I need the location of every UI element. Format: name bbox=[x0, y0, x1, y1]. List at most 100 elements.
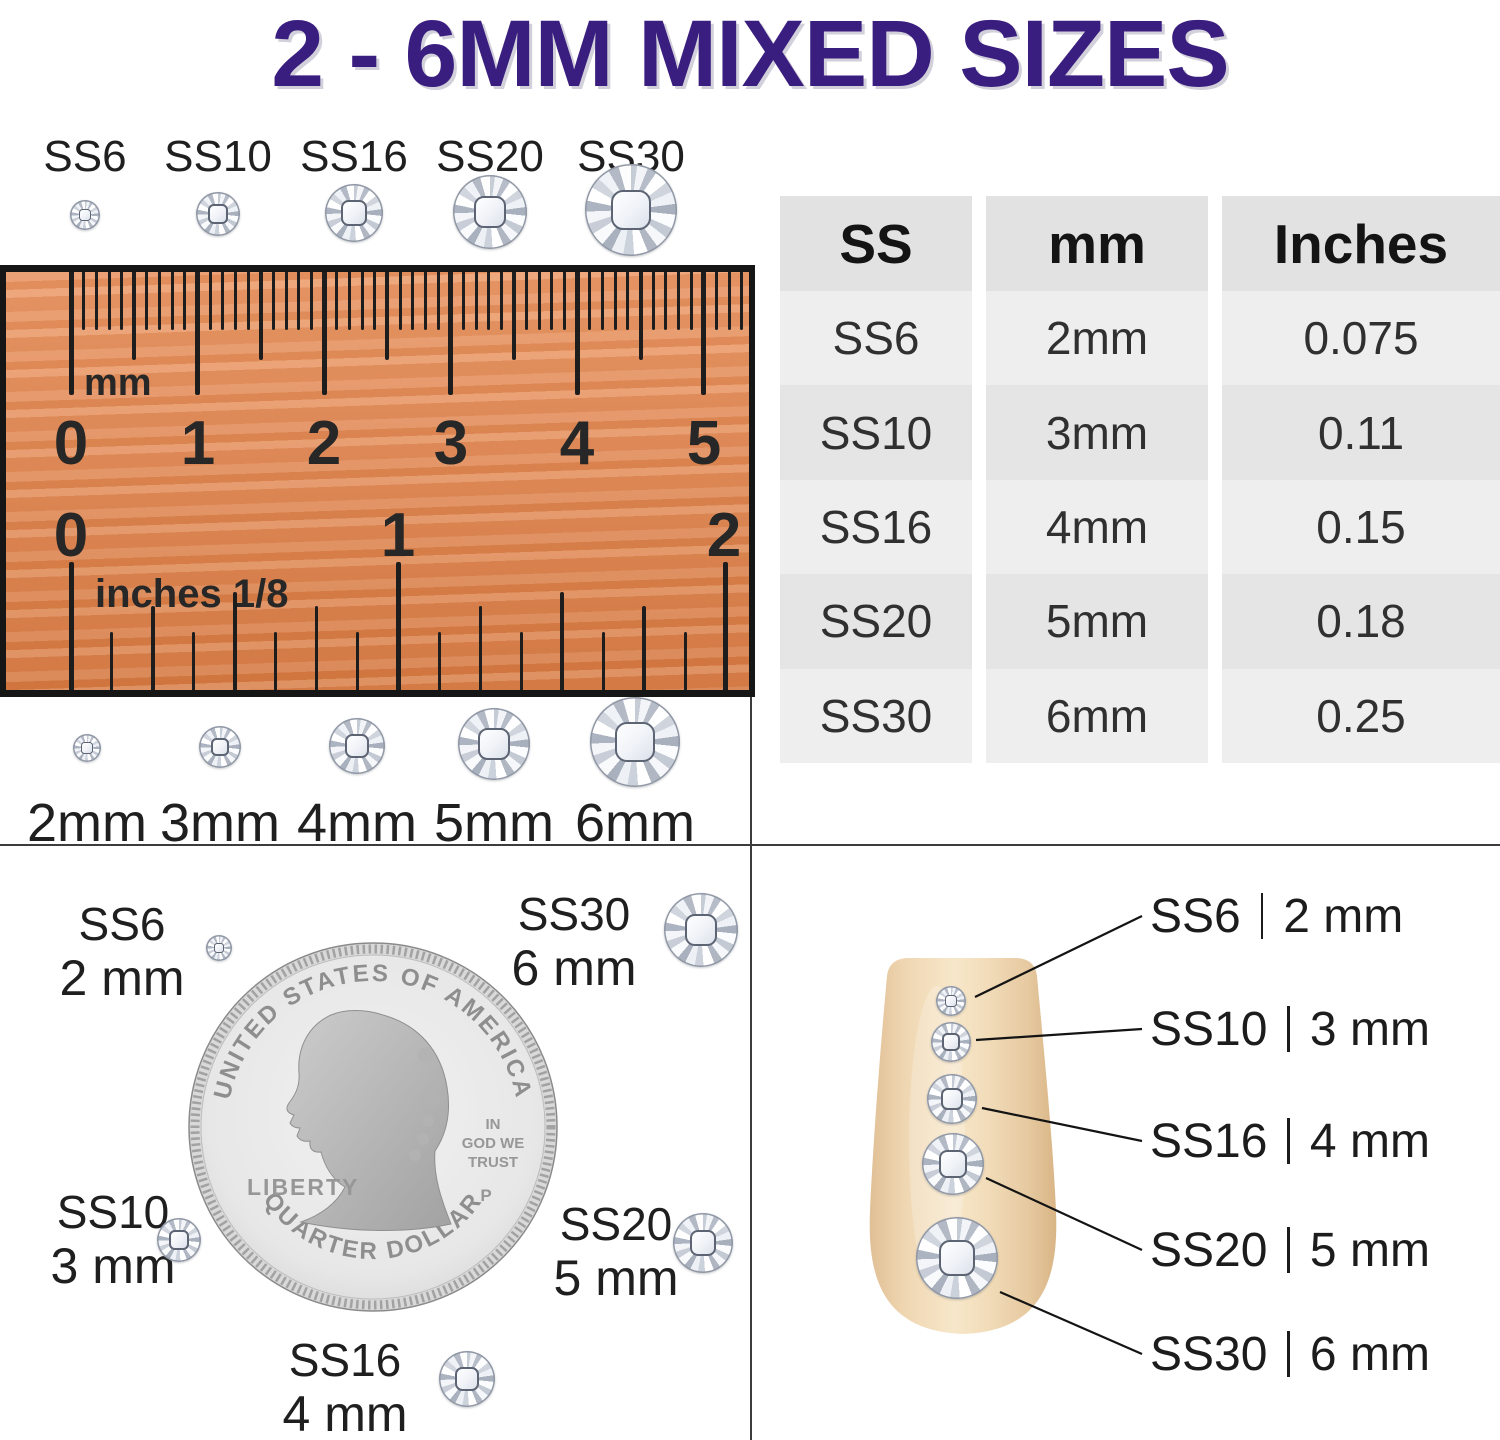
size-label-ss10: SS10 bbox=[164, 132, 272, 181]
callout-size: 4 mm bbox=[1309, 1114, 1430, 1168]
ruler-mm-tick bbox=[158, 272, 162, 330]
ruler-inch-tick bbox=[519, 632, 523, 690]
ruler-inch-number: 0 bbox=[53, 501, 89, 570]
ruler-mm-tick bbox=[689, 272, 693, 330]
rhinestone-icon bbox=[458, 708, 530, 780]
pipe-divider bbox=[1287, 1227, 1290, 1273]
ruler-cm-number: 2 bbox=[306, 409, 342, 478]
mm-label-3: 3mm bbox=[160, 793, 280, 853]
callout-size: 6 mm bbox=[1309, 1327, 1430, 1381]
rhinestone-icon bbox=[931, 1022, 971, 1062]
coin-liberty-text: LIBERTY bbox=[247, 1174, 359, 1200]
ruler-mm-tick bbox=[601, 272, 604, 330]
coin-label-ss30: SS30 6 mm bbox=[512, 888, 637, 997]
coin-label-code: SS6 bbox=[78, 898, 166, 950]
coin-label-code: SS20 bbox=[559, 1198, 673, 1250]
size-label-ss16: SS16 bbox=[300, 132, 408, 181]
table-cell: 0.25 bbox=[1222, 668, 1500, 763]
ruler-mm-tick bbox=[727, 272, 731, 330]
callout-code: SS16 bbox=[1150, 1114, 1268, 1168]
column-header: mm bbox=[986, 196, 1208, 291]
nail-callout-ss10: SS10 3 mm bbox=[1150, 999, 1430, 1059]
ruler-mm-tick bbox=[525, 272, 529, 330]
rhinestone-icon bbox=[325, 184, 383, 242]
mm-label-4: 4mm bbox=[297, 793, 417, 853]
ruler-inch-tick bbox=[151, 606, 155, 690]
ruler-mm-tick bbox=[94, 272, 98, 330]
mm-label-5: 5mm bbox=[434, 793, 554, 853]
rhinestone-icon bbox=[73, 734, 101, 762]
ruler-cm-number: 4 bbox=[559, 409, 595, 478]
table-cell: SS20 bbox=[780, 574, 972, 669]
table-cell: SS6 bbox=[780, 291, 972, 386]
ruler-mm-tick bbox=[448, 272, 454, 395]
ruler-mm-tick bbox=[638, 272, 643, 360]
coin-motto-line: IN bbox=[486, 1116, 501, 1133]
ruler-mm-tick bbox=[537, 272, 541, 330]
ruler-mm-tick bbox=[574, 272, 580, 395]
ruler-inch-tick bbox=[314, 606, 319, 690]
ruler-mm-tick bbox=[120, 272, 124, 330]
coin-label-ss20: SS20 5 mm bbox=[554, 1198, 679, 1307]
rhinestone-icon bbox=[664, 893, 738, 967]
coin-label-ss10: SS10 3 mm bbox=[51, 1186, 176, 1295]
column-header: Inches bbox=[1222, 196, 1500, 291]
table-cell: 6mm bbox=[986, 668, 1208, 763]
rhinestone-icon bbox=[927, 1074, 977, 1124]
callout-code: SS30 bbox=[1150, 1327, 1268, 1381]
ruler-mm-unit-label: mm bbox=[84, 362, 152, 404]
ruler-mm-tick bbox=[740, 272, 744, 330]
table-cell: 0.075 bbox=[1222, 291, 1500, 386]
ruler-inch-tick bbox=[68, 562, 74, 690]
coin-label-ss16: SS16 4 mm bbox=[283, 1334, 408, 1440]
ruler-mm-tick bbox=[461, 272, 465, 330]
table-cell: 2mm bbox=[986, 291, 1208, 386]
ruler-mm-tick bbox=[474, 272, 478, 330]
table-cell: 4mm bbox=[986, 479, 1208, 575]
bust-hair-curls bbox=[409, 1047, 443, 1161]
table-column-mm: mm 2mm 3mm 4mm 5mm 6mm bbox=[986, 196, 1208, 763]
rhinestone-icon bbox=[199, 726, 241, 768]
rhinestone-icon bbox=[453, 175, 527, 249]
nail-callout-ss20: SS20 5 mm bbox=[1150, 1220, 1430, 1280]
rhinestone-icon bbox=[196, 192, 240, 236]
ruler-inch-tick bbox=[437, 632, 441, 690]
vertical-divider bbox=[750, 697, 752, 1440]
ruler-mm-tick bbox=[385, 272, 390, 360]
ruler-inch-tick bbox=[478, 606, 483, 690]
nail-callout-ss6: SS6 2 mm bbox=[1150, 886, 1403, 946]
ruler-mm-tick bbox=[321, 272, 327, 395]
pipe-divider bbox=[1287, 1118, 1290, 1164]
mm-label-2: 2mm bbox=[27, 793, 147, 853]
ruler-mm-tick bbox=[423, 272, 427, 330]
rhinestone-icon bbox=[936, 986, 966, 1016]
ruler-mm-tick bbox=[208, 272, 212, 330]
ruler-mm-tick bbox=[234, 272, 237, 330]
ruler-inch-tick bbox=[683, 632, 687, 690]
callout-size: 3 mm bbox=[1309, 1002, 1430, 1056]
nail-callout-ss16: SS16 4 mm bbox=[1150, 1111, 1430, 1171]
table-column-ss: SS SS6 SS10 SS16 SS20 SS30 bbox=[780, 196, 972, 763]
page-title: 2 - 6MM MIXED SIZES bbox=[271, 1, 1230, 107]
table-column-inches: Inches 0.075 0.11 0.15 0.18 0.25 bbox=[1222, 196, 1500, 763]
size-label-ss20: SS20 bbox=[436, 132, 544, 181]
ruler-mm-tick bbox=[360, 272, 364, 330]
table-cell: 3mm bbox=[986, 385, 1208, 480]
ruler-inch-tick bbox=[560, 592, 565, 690]
ruler-mm-tick bbox=[335, 272, 339, 330]
coin-label-size: 6 mm bbox=[511, 940, 637, 997]
ruler: mm 0 1 2 3 4 5 0 1 2 inches 1/8 bbox=[0, 265, 755, 697]
ruler-mm-tick bbox=[701, 272, 707, 395]
ruler-mm-tick bbox=[436, 272, 440, 330]
coin-label-code: SS10 bbox=[56, 1186, 170, 1238]
ruler-inch-tick bbox=[356, 632, 359, 690]
ruler-mm-tick bbox=[246, 272, 250, 330]
pipe-divider bbox=[1287, 1331, 1290, 1377]
coin-label-code: SS30 bbox=[517, 888, 631, 940]
ruler-mm-tick bbox=[487, 272, 491, 330]
table-cell: SS10 bbox=[780, 385, 972, 480]
ruler-cm-number: 0 bbox=[53, 409, 89, 478]
callout-code: SS6 bbox=[1150, 889, 1241, 943]
ruler-mm-tick bbox=[499, 272, 503, 330]
quarter-coin: UNITED STATES OF AMERICA QUARTER DOLLAR … bbox=[188, 942, 558, 1312]
